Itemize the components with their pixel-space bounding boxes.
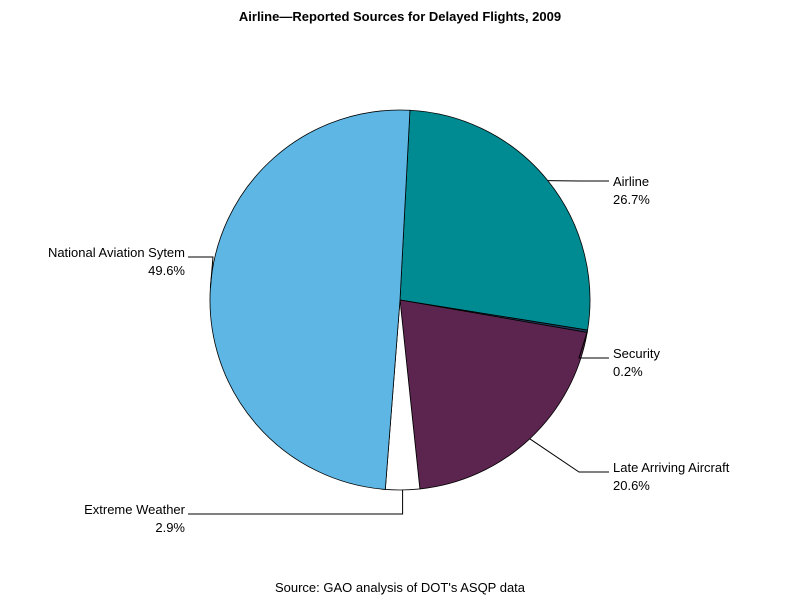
chart-title: Airline—Reported Sources for Delayed Fli… — [239, 9, 561, 24]
label-security-value: 0.2% — [613, 364, 643, 379]
label-national-aviation-name: National Aviation Sytem — [48, 245, 185, 260]
label-late-arriving-value: 20.6% — [613, 478, 650, 493]
label-national-aviation-value: 49.6% — [148, 263, 185, 278]
leader-line-extreme-weather — [188, 490, 404, 515]
label-airline-value: 26.7% — [613, 192, 650, 207]
leader-line-national-aviation-sytem — [188, 256, 214, 288]
pie-slice-late-arriving-aircraft — [399, 299, 588, 490]
leader-line-late-arriving-aircraft — [529, 438, 609, 473]
label-security-name: Security — [613, 346, 660, 361]
leader-line-security — [578, 331, 609, 359]
label-extreme-weather-value: 2.9% — [155, 520, 185, 535]
pie-slices — [209, 109, 591, 491]
label-extreme-weather-name: Extreme Weather — [84, 502, 186, 517]
pie-slice-airline — [399, 109, 591, 331]
pie-slice-national-aviation-sytem — [209, 109, 411, 490]
leader-lines — [188, 180, 609, 515]
chart-source-note: Source: GAO analysis of DOT's ASQP data — [275, 580, 526, 595]
label-airline-name: Airline — [613, 174, 649, 189]
label-late-arriving-name: Late Arriving Aircraft — [613, 460, 730, 475]
